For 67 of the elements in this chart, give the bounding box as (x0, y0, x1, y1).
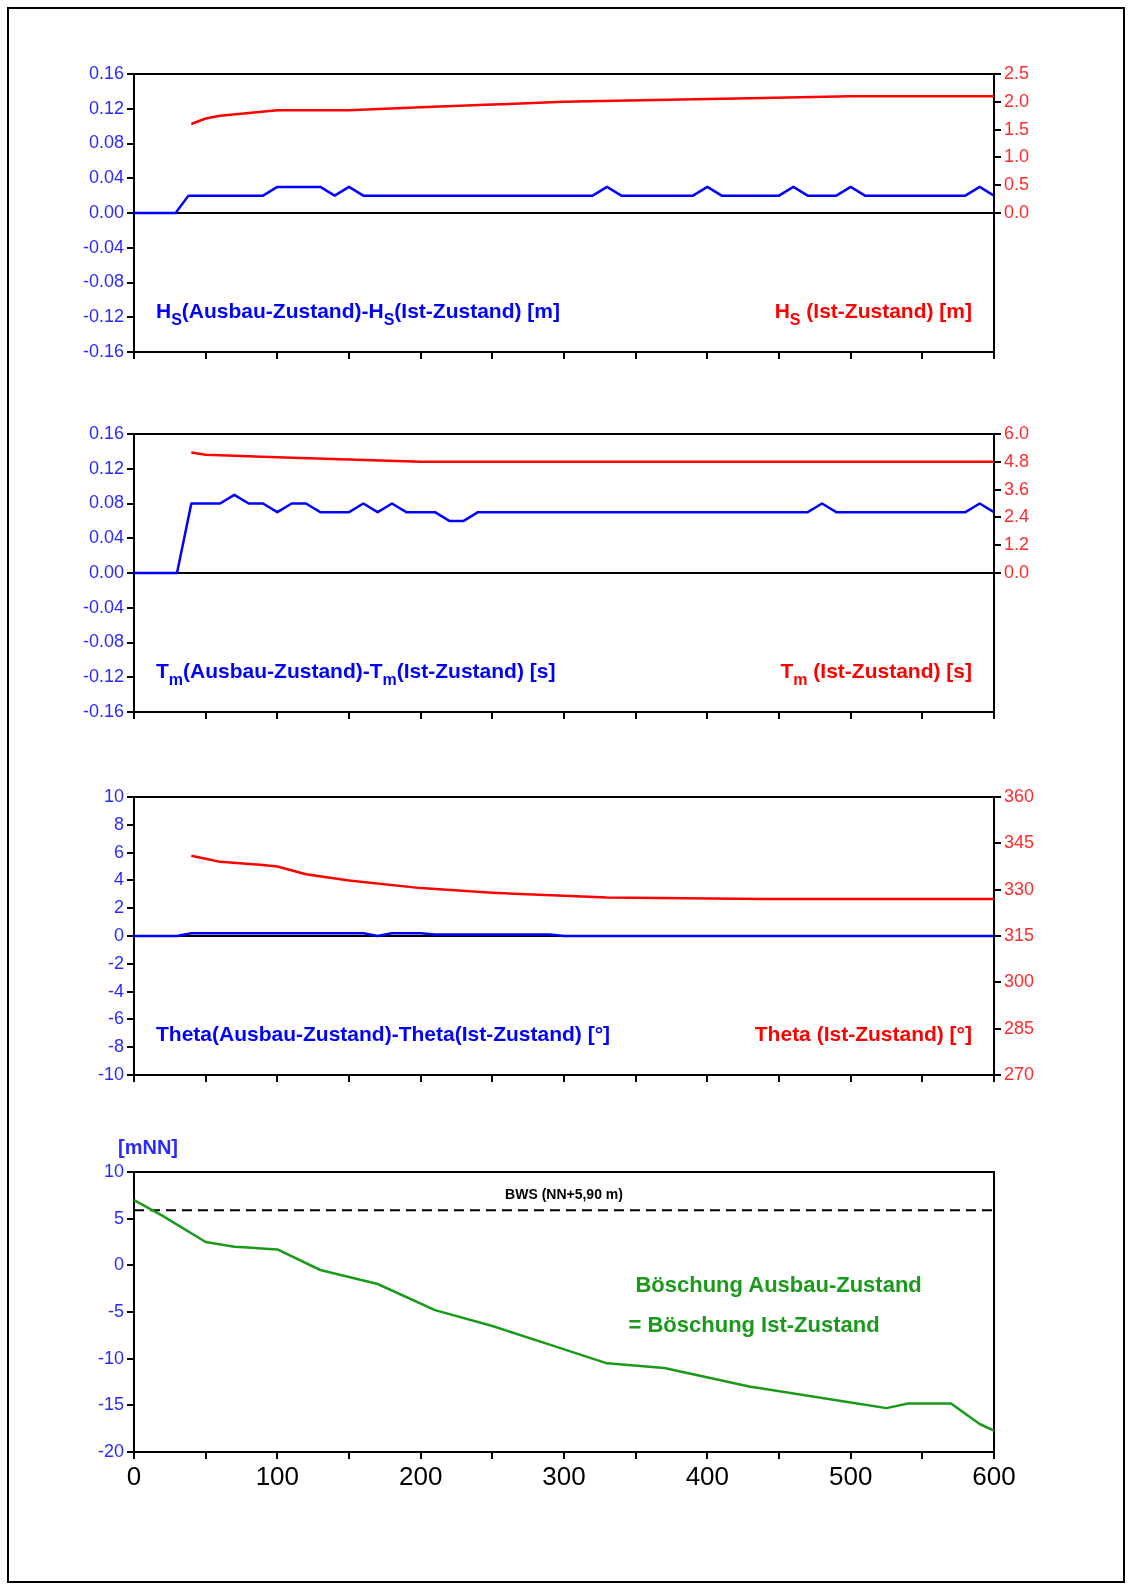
y2-tick-label: 345 (1004, 832, 1035, 853)
y2-tick-label: 330 (1004, 878, 1035, 899)
y2-tick-label: 300 (1004, 971, 1035, 992)
x-tick-label: 500 (828, 1460, 873, 1491)
y2-tick-label: 360 (1004, 785, 1035, 806)
y2-tick-label: 2.5 (1004, 62, 1030, 83)
y-tick-label: 0.00 (88, 201, 124, 222)
y2-tick-label: 270 (1004, 1063, 1035, 1084)
y-tick-label: -0.04 (82, 236, 124, 257)
y-tick-label: -6 (107, 1008, 124, 1029)
y2-tick-label: 1.2 (1004, 534, 1030, 555)
y-tick-label: 0 (113, 924, 124, 945)
y2-tick-label: 315 (1004, 924, 1035, 945)
y-tick-label: 0.08 (88, 492, 124, 513)
y-tick-label: 8 (113, 813, 124, 834)
y-tick-label: 0.04 (88, 527, 124, 548)
y-tick-label: -0.16 (82, 340, 124, 361)
y-tick-label: -4 (107, 980, 124, 1001)
y-tick-label: 0.12 (88, 457, 124, 478)
annotation: = Böschung Ist-Zustand (628, 1311, 880, 1337)
y-tick-label: -15 (97, 1394, 124, 1415)
y-tick-label: -0.04 (82, 596, 124, 617)
y2-tick-label: 3.6 (1004, 478, 1030, 499)
y-tick-label: 4 (113, 869, 124, 890)
y2-tick-label: 2.4 (1004, 506, 1030, 527)
text: Theta (Ist-Zustand) [°] (754, 1022, 973, 1045)
x-tick-label: 300 (542, 1460, 586, 1491)
y-tick-label: -0.12 (82, 306, 124, 327)
y-tick-label: -20 (97, 1440, 124, 1461)
y-tick-label: -0.08 (82, 631, 124, 652)
x-tick-label: 100 (255, 1460, 300, 1491)
y2-tick-label: 4.8 (1004, 450, 1030, 471)
y-tick-label: 0.16 (88, 422, 124, 443)
y2-tick-label: 285 (1004, 1017, 1035, 1038)
y-tick-label: -0.08 (82, 271, 124, 292)
text: Theta(Ausbau-Zustand)-Theta(Ist-Zustand) [°] (156, 1022, 611, 1045)
y-tick-label: -0.16 (82, 700, 124, 721)
x-tick-label: 600 (972, 1460, 1016, 1491)
y-tick-label: 5 (113, 1207, 124, 1228)
y-tick-label: 0.08 (88, 132, 124, 153)
y2-tick-label: 0.0 (1004, 201, 1030, 222)
y-axis-title: [mNN] (118, 1136, 178, 1158)
y-tick-label: -10 (97, 1063, 124, 1084)
y-tick-label: 10 (103, 1160, 124, 1181)
y2-tick-label: 6.0 (1004, 422, 1030, 443)
y-tick-label: 0.04 (88, 167, 124, 188)
y-tick-label: 0 (113, 1254, 124, 1275)
y2-tick-label: 1.0 (1004, 146, 1030, 167)
y-tick-label: 2 (113, 897, 124, 918)
x-tick-label: 400 (685, 1460, 730, 1491)
text: Böschung Ausbau-Zustand (635, 1272, 922, 1298)
ref-line-label: BWS (NN+5,90 m) (505, 1186, 623, 1203)
y-tick-label: -10 (97, 1347, 124, 1368)
y-tick-label: 6 (113, 841, 124, 862)
y2-tick-label: 1.5 (1004, 118, 1030, 139)
y-tick-label: -0.12 (82, 666, 124, 687)
y2-tick-label: 0.5 (1004, 174, 1030, 195)
y2-tick-label: 2.0 (1004, 90, 1030, 111)
y-tick-label: -5 (107, 1300, 124, 1321)
y-tick-label: 10 (103, 785, 124, 806)
x-tick-label: 200 (398, 1460, 443, 1491)
y2-tick-label: 0.0 (1004, 561, 1030, 582)
y-tick-label: -2 (107, 952, 124, 973)
y-tick-label: 0.00 (88, 561, 124, 582)
y-tick-label: 0.16 (88, 62, 124, 83)
y-tick-label: -8 (107, 1036, 124, 1057)
y-tick-label: 0.12 (88, 97, 124, 118)
